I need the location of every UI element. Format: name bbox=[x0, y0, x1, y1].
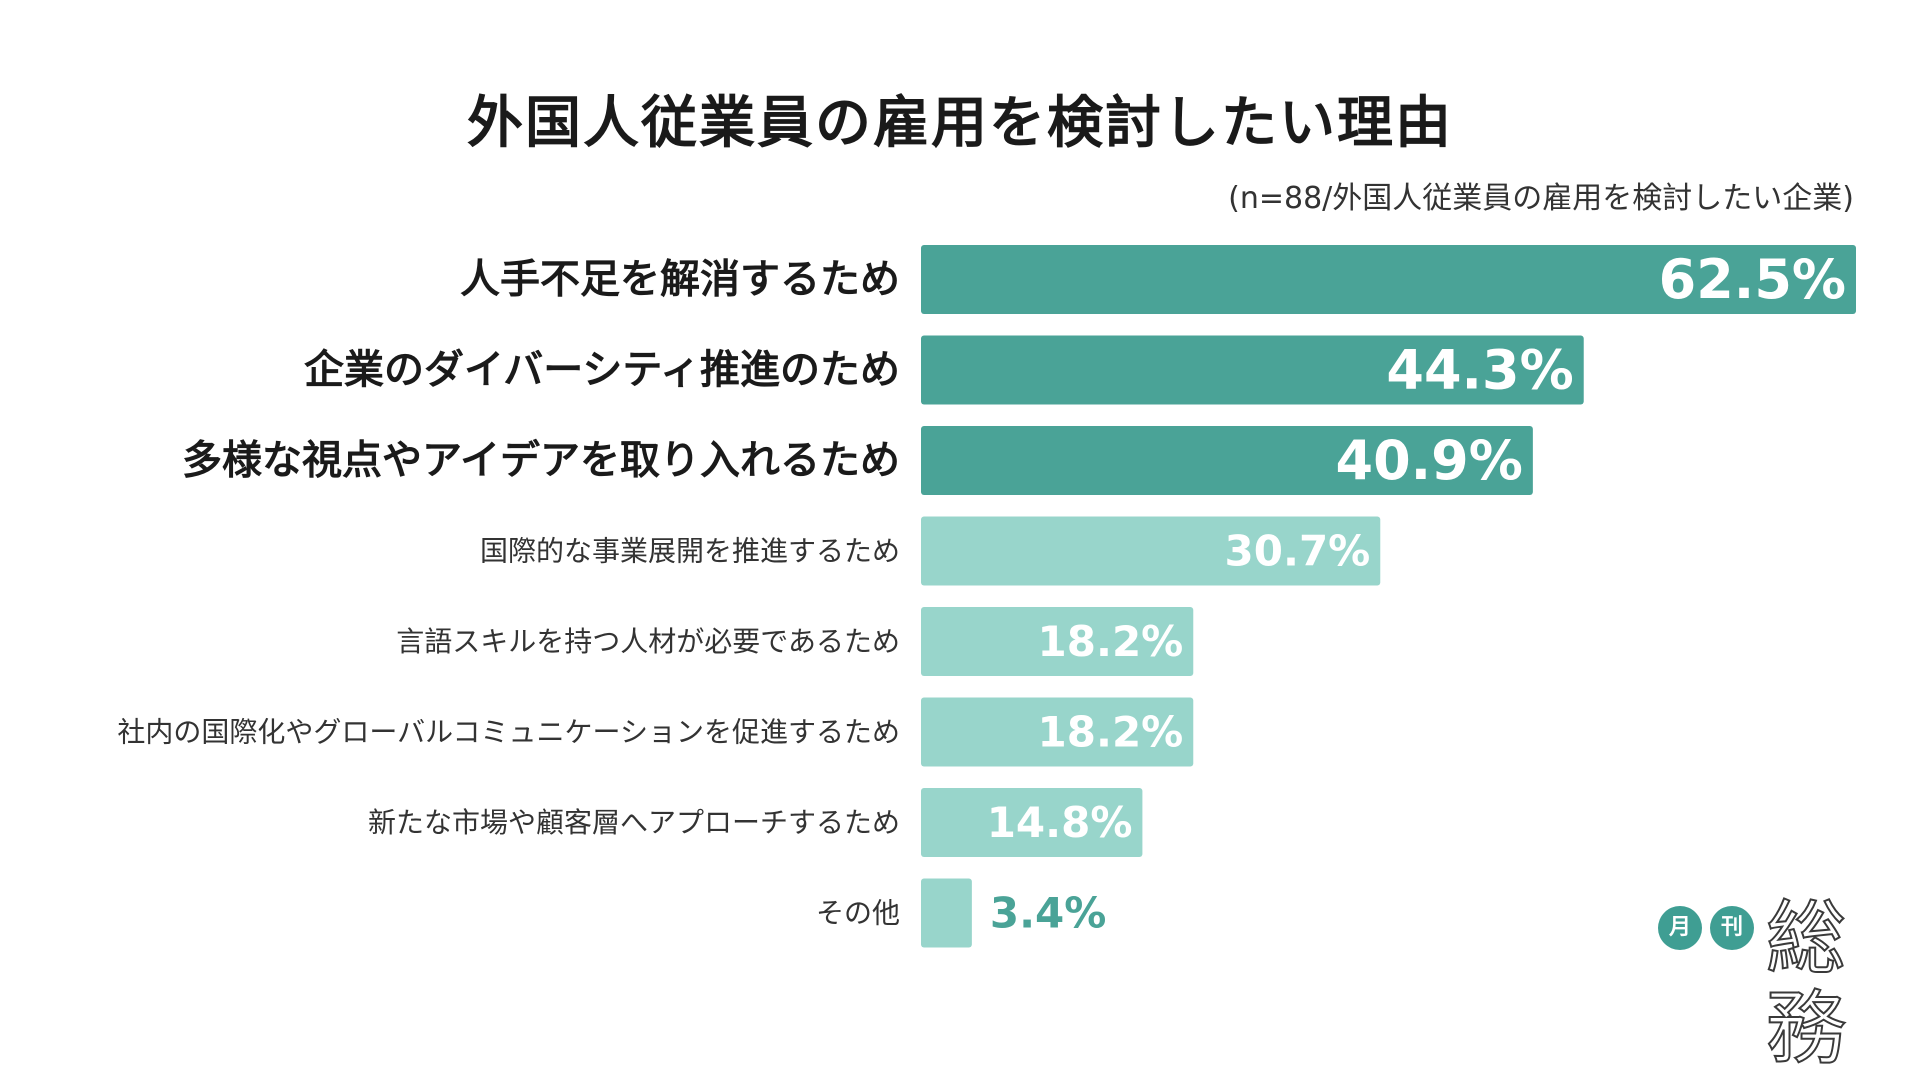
value-label: 30.7% bbox=[1225, 527, 1371, 576]
bar bbox=[921, 697, 1194, 767]
category-label: 国際的な事業展開を推進するため bbox=[480, 535, 900, 568]
sample-note: (n=88/外国人従業員の雇用を検討したい企業) bbox=[1228, 181, 1854, 216]
logo-circle-kan: 刊 bbox=[1710, 906, 1754, 950]
category-label: 新たな市場や顧客層へアプローチするため bbox=[368, 806, 900, 839]
bar bbox=[921, 516, 1381, 586]
category-label: その他 bbox=[816, 897, 900, 930]
category-label: 企業のダイバーシティ推進のため bbox=[304, 347, 900, 393]
category-label: 言語スキルを持つ人材が必要であるため bbox=[396, 625, 900, 658]
bar bbox=[921, 426, 1533, 495]
logo-circle-tsuki: 月 bbox=[1658, 906, 1702, 950]
category-label: 人手不足を解消するため bbox=[460, 257, 900, 303]
value-label: 44.3% bbox=[1386, 339, 1573, 402]
value-label: 18.2% bbox=[1038, 708, 1184, 757]
bar bbox=[921, 607, 1194, 676]
category-label: 社内の国際化やグローバルコミュニケーションを促進するため bbox=[117, 716, 900, 749]
value-label: 3.4% bbox=[990, 889, 1106, 938]
value-label: 62.5% bbox=[1659, 248, 1846, 311]
bar bbox=[921, 788, 1143, 857]
value-label: 18.2% bbox=[1038, 617, 1184, 666]
bar bbox=[921, 245, 1856, 314]
bar bbox=[921, 335, 1584, 405]
value-label: 14.8% bbox=[987, 798, 1133, 847]
bar bbox=[921, 878, 972, 948]
category-label: 多様な視点やアイデアを取り入れるため bbox=[182, 438, 900, 484]
logo-wordmark: 総務 bbox=[1765, 892, 1847, 1075]
chart-title: 外国人従業員の雇用を検討したい理由 bbox=[467, 91, 1453, 156]
gekkan-soumu-logo: 月 刊 総務 bbox=[1658, 893, 1898, 1075]
value-label: 40.9% bbox=[1336, 429, 1523, 492]
bar-chart: 人手不足を解消するため 62.5% 企業のダイバーシティ推進のため 44.3% 多様な視… bbox=[117, 245, 1856, 948]
